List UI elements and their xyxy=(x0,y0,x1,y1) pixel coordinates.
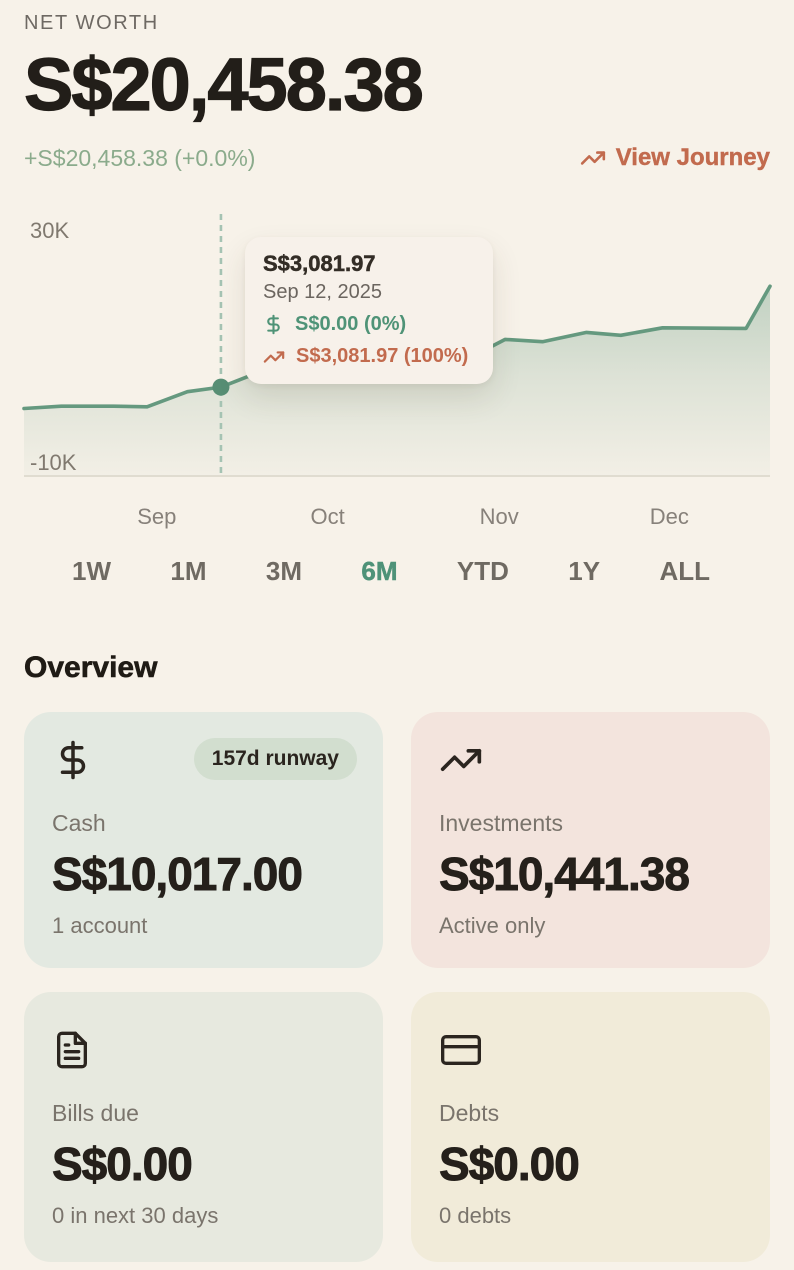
bills-due-card[interactable]: Bills due S$0.00 0 in next 30 days xyxy=(24,992,383,1262)
net-worth-value: S$20,458.38 xyxy=(23,43,424,126)
view-journey-label: View Journey xyxy=(615,144,771,171)
view-journey-link[interactable]: View Journey xyxy=(580,144,770,172)
card-subtext: 0 debts xyxy=(439,1203,512,1228)
tooltip-cash-text: S$0.00 (0%) xyxy=(295,313,407,335)
runway-badge: 157d runway xyxy=(193,738,357,780)
time-range-selector: 1W 1M 3M 6M YTD 1Y ALL xyxy=(24,556,770,587)
page-title: NET WORTH xyxy=(24,12,159,34)
file-text-icon xyxy=(52,1028,355,1072)
chart-tooltip: S$3,081.97 Sep 12, 2025 S$0.00 (0%) S$3,… xyxy=(245,237,493,384)
card-label: Bills due xyxy=(52,1100,139,1126)
range-button-1w[interactable]: 1W xyxy=(72,556,111,586)
tooltip-investments-row: S$3,081.97 (100%) xyxy=(263,345,475,368)
x-axis-label: Nov xyxy=(479,504,519,529)
cash-card[interactable]: 157d runway Cash S$10,017.00 1 account xyxy=(24,712,383,968)
x-axis-label: Sep xyxy=(137,504,177,529)
card-label: Investments xyxy=(439,810,563,836)
investments-card[interactable]: Investments S$10,441.38 Active only xyxy=(411,712,770,968)
x-axis-labels: Sep Oct Nov Dec xyxy=(0,477,794,535)
card-label: Debts xyxy=(439,1100,500,1126)
credit-card-icon xyxy=(439,1028,742,1072)
card-label: Cash xyxy=(52,810,106,836)
range-button-6m[interactable]: 6M xyxy=(361,556,398,587)
tooltip-date: Sep 12, 2025 xyxy=(263,281,382,303)
net-worth-chart[interactable]: S$3,081.97 Sep 12, 2025 S$0.00 (0%) S$3,… xyxy=(0,214,794,477)
card-value: S$10,441.38 xyxy=(439,848,691,900)
tooltip-investments-text: S$3,081.97 (100%) xyxy=(296,345,469,367)
card-subtext: Active only xyxy=(439,913,546,938)
card-value: S$0.00 xyxy=(52,1138,194,1190)
overview-cards-grid: 157d runway Cash S$10,017.00 1 account I… xyxy=(24,712,770,1262)
x-axis-label: Oct xyxy=(310,504,345,529)
range-button-ytd[interactable]: YTD xyxy=(456,556,509,586)
overview-title: Overview xyxy=(24,651,158,685)
overview-section: Overview 157d runway Cash S$10,017.00 1 … xyxy=(24,651,770,1262)
net-worth-change-row: +S$20,458.38 (+0.0%) View Journey xyxy=(24,144,770,172)
range-button-all[interactable]: ALL xyxy=(659,556,710,586)
debts-card[interactable]: Debts S$0.00 0 debts xyxy=(411,992,770,1262)
card-value: S$0.00 xyxy=(439,1138,581,1190)
chart-selected-dot xyxy=(212,378,230,396)
net-worth-change: +S$20,458.38 (+0.0%) xyxy=(24,144,256,171)
y-axis-label: 30K xyxy=(30,217,70,243)
trending-up-icon xyxy=(439,738,742,782)
dollar-sign-icon xyxy=(52,738,355,782)
tooltip-cash-row: S$0.00 (0%) xyxy=(263,313,475,336)
range-button-3m[interactable]: 3M xyxy=(265,556,302,586)
card-subtext: 1 account xyxy=(52,913,148,938)
x-axis-label: Dec xyxy=(649,504,689,529)
card-subtext: 0 in next 30 days xyxy=(52,1203,219,1228)
trending-up-icon xyxy=(263,346,285,368)
range-button-1m[interactable]: 1M xyxy=(170,556,207,586)
trending-up-icon xyxy=(580,145,606,171)
y-axis-label: -10K xyxy=(30,450,77,476)
range-button-1y[interactable]: 1Y xyxy=(568,556,601,586)
card-value: S$10,017.00 xyxy=(52,848,304,900)
tooltip-value: S$3,081.97 xyxy=(263,251,376,277)
dollar-sign-icon xyxy=(263,314,284,335)
